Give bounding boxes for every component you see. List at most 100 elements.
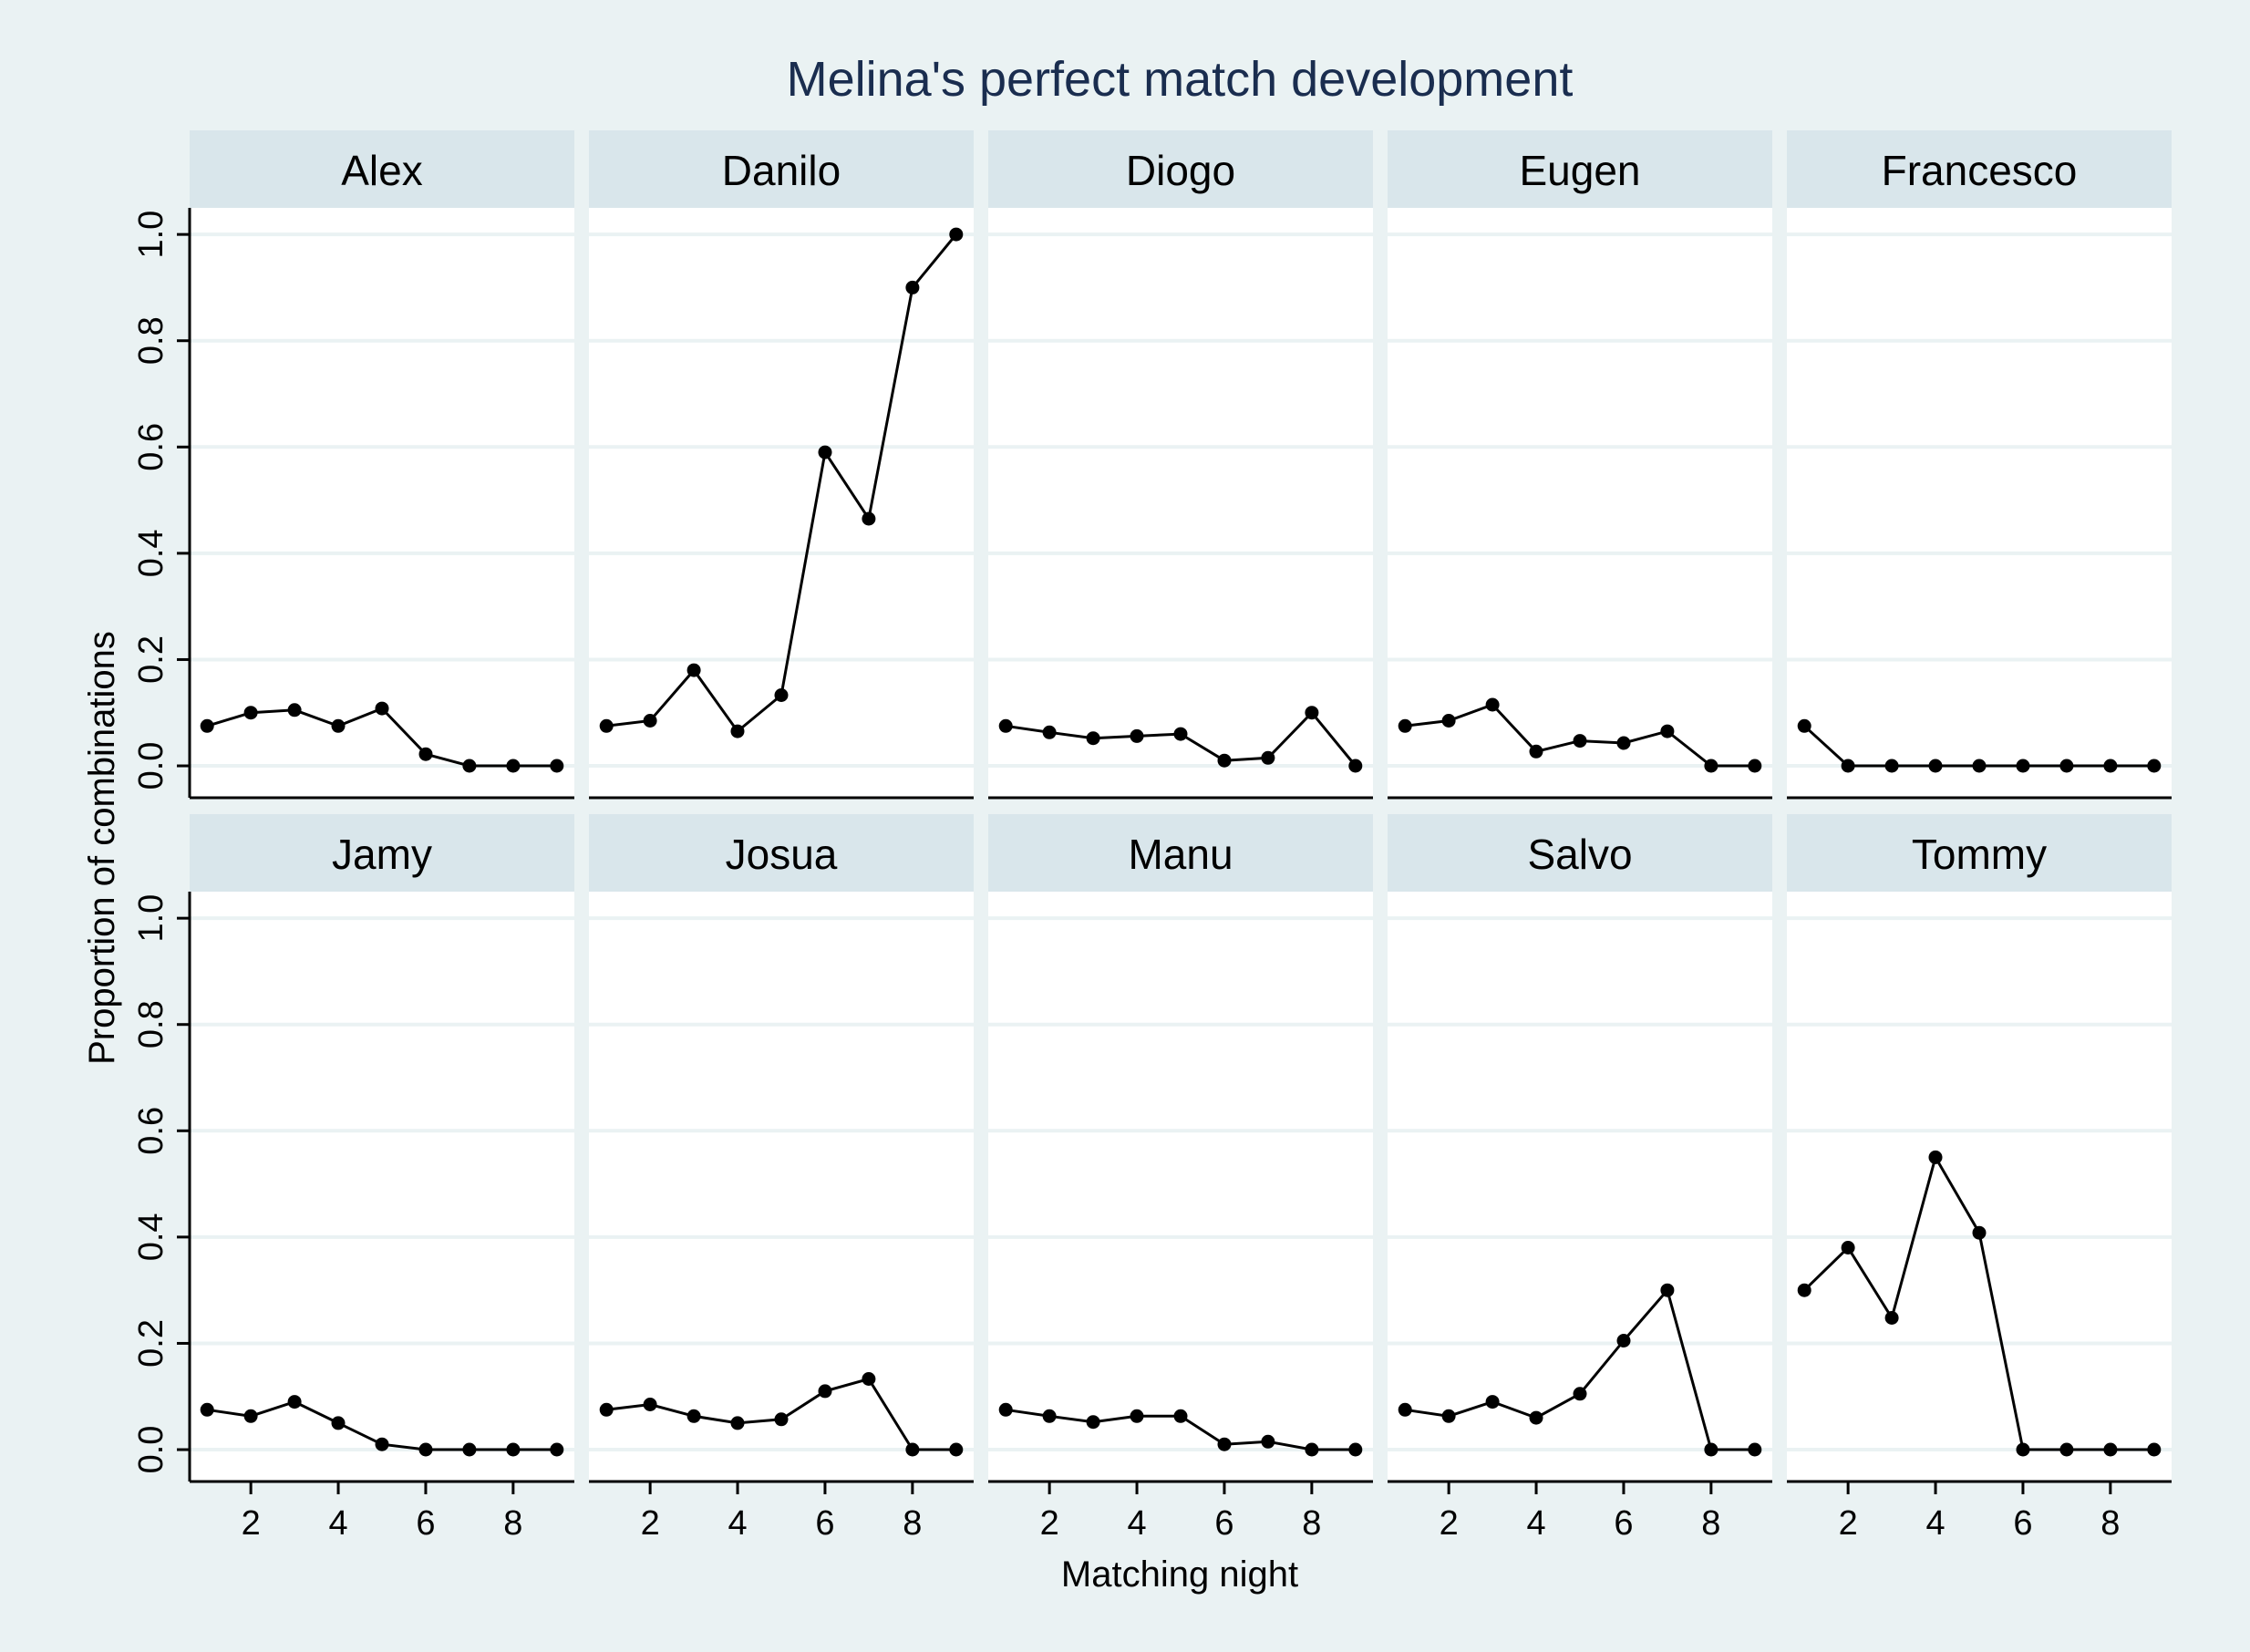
facet-label: Tommy [1912, 831, 2047, 878]
data-point [2059, 759, 2074, 773]
x-tick-label: 2 [242, 1504, 261, 1543]
x-tick-label: 6 [1614, 1504, 1633, 1543]
data-point [1441, 714, 1456, 728]
x-tick-label: 6 [2013, 1504, 2032, 1543]
data-point [1348, 1442, 1363, 1457]
data-point [730, 1416, 745, 1430]
data-point [905, 1442, 920, 1457]
data-point [1261, 750, 1275, 765]
facet-strip [988, 130, 1373, 208]
data-point [1616, 736, 1631, 750]
x-tick-label: 2 [1040, 1504, 1059, 1543]
plot-area [589, 208, 974, 798]
data-point [1485, 1395, 1500, 1409]
plot-area [190, 208, 574, 798]
facet-label: Danilo [722, 147, 841, 194]
x-tick-label: 2 [641, 1504, 660, 1543]
data-point [2103, 1442, 2118, 1457]
facet-panel-josua: Josua [589, 814, 974, 1482]
data-point [1042, 725, 1057, 739]
data-point [818, 445, 832, 459]
data-point [1529, 744, 1543, 759]
plot-area [190, 892, 574, 1482]
data-point [643, 714, 657, 728]
data-point [905, 280, 920, 294]
data-point [599, 1402, 614, 1417]
facet-strip [190, 130, 574, 208]
facet-label: Diogo [1126, 147, 1235, 194]
data-point [1173, 727, 1188, 741]
y-tick-label: 0.4 [132, 529, 170, 577]
data-point [331, 1416, 346, 1430]
x-tick-label: 2 [1839, 1504, 1858, 1543]
facet-label: Eugen [1519, 147, 1640, 194]
y-tick-label: 0.2 [132, 1319, 170, 1368]
facet-panel-salvo: Salvo [1388, 814, 1772, 1482]
facet-strip [988, 814, 1373, 892]
plot-area [988, 208, 1373, 798]
data-point [200, 718, 214, 733]
data-point [1841, 759, 1855, 773]
chart-title: Melina's perfect match development [787, 52, 1574, 107]
data-point [1660, 1283, 1675, 1297]
data-point [1928, 759, 1943, 773]
data-point [462, 759, 477, 773]
facet-label: Salvo [1527, 831, 1632, 878]
data-point [1660, 724, 1675, 738]
data-point [862, 511, 876, 526]
y-tick-label: 0.6 [132, 1107, 170, 1155]
y-axis: 0.0 0.2 0.4 0.6 0.8 1.0 0.0 0.2 0.4 0.6 0.8 1.0 [132, 208, 191, 1482]
data-point [1748, 759, 1762, 773]
y-tick-label: 0.2 [132, 635, 170, 684]
data-point [686, 663, 701, 677]
data-point [550, 759, 564, 773]
data-point [2016, 1442, 2030, 1457]
data-point [1217, 1437, 1232, 1451]
facet-strip [1388, 814, 1772, 892]
data-point [949, 1442, 964, 1457]
data-point [2059, 1442, 2074, 1457]
y-axis-title: Proportion of combinations [82, 631, 122, 1065]
facet-label: Francesco [1882, 147, 2078, 194]
x-tick-label: 4 [728, 1504, 747, 1543]
data-point [1884, 1311, 1899, 1325]
facet-label: Manu [1128, 831, 1233, 878]
x-tick-label: 8 [903, 1504, 922, 1543]
data-point [1529, 1410, 1543, 1425]
data-point [1616, 1334, 1631, 1347]
x-tick-label: 4 [1925, 1504, 1945, 1543]
data-point [1704, 759, 1718, 773]
data-point [550, 1442, 564, 1457]
data-point [1841, 1241, 1855, 1254]
data-point [998, 1402, 1013, 1417]
x-tick-label: 4 [1526, 1504, 1545, 1543]
data-point [506, 1442, 521, 1457]
data-point [1972, 759, 1987, 773]
data-point [1305, 1442, 1319, 1457]
data-point [200, 1402, 214, 1417]
data-point [774, 1412, 789, 1427]
data-point [418, 1442, 433, 1457]
y-tick-label: 0.0 [132, 742, 170, 790]
data-point [862, 1372, 876, 1386]
data-point [462, 1442, 477, 1457]
data-point [418, 747, 433, 761]
data-point [331, 718, 346, 733]
data-point [375, 1437, 389, 1451]
facet-panel-danilo: Danilo [589, 130, 974, 798]
x-tick-label: 6 [815, 1504, 834, 1543]
data-point [1928, 1150, 1943, 1164]
x-tick-label: 6 [416, 1504, 435, 1543]
facet-panel-alex: Alex [190, 130, 574, 798]
data-point [1884, 759, 1899, 773]
x-tick-label: 2 [1440, 1504, 1459, 1543]
y-tick-label: 1.0 [132, 211, 170, 259]
data-point [1573, 1387, 1587, 1401]
plot-area [1388, 892, 1772, 1482]
facet-strip [1787, 814, 2172, 892]
y-tick-label: 0.8 [132, 316, 170, 365]
x-tick-label: 8 [1701, 1504, 1720, 1543]
data-point [1130, 1409, 1144, 1423]
data-point [1441, 1409, 1456, 1423]
